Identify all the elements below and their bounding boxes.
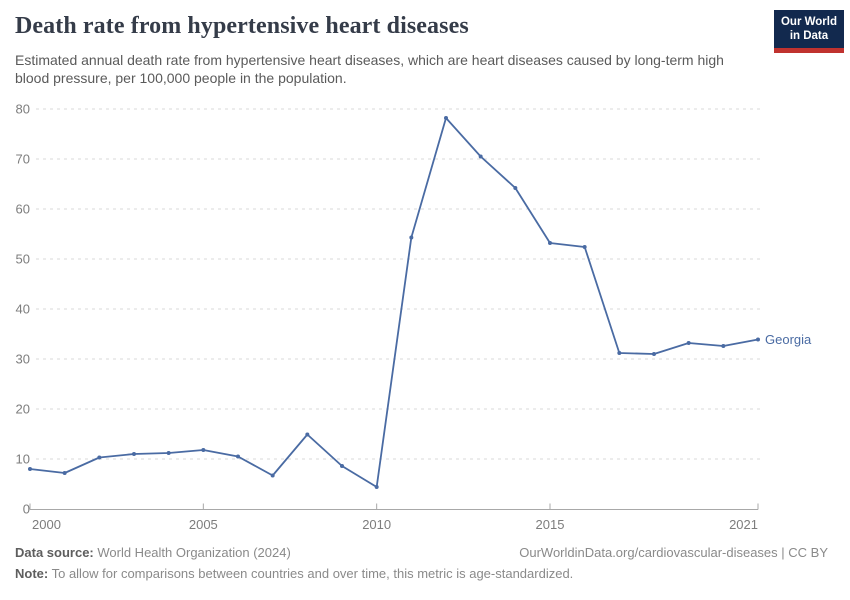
y-tick-label: 50 [16,252,30,267]
x-tick-label: 2021 [729,517,758,532]
x-tick-label: 2005 [189,517,218,532]
x-tick-label: 2015 [536,517,565,532]
data-point[interactable] [409,235,414,240]
y-tick-label: 10 [16,452,30,467]
note-label: Note: [15,566,49,581]
data-point[interactable] [548,241,552,245]
data-point[interactable] [201,448,206,452]
owid-logo-line2: in Data [789,30,829,43]
data-point[interactable] [305,432,310,437]
data-source-line: Data source: World Health Organization (… [15,545,291,560]
data-point[interactable] [166,451,171,455]
chart-footer: Data source: World Health Organization (… [15,545,828,581]
data-point[interactable] [513,186,518,190]
data-point[interactable] [28,467,32,471]
data-source-label: Data source: [15,545,94,560]
y-tick-label: 40 [16,302,30,317]
y-tick-label: 80 [16,102,30,117]
note-text: To allow for comparisons between countri… [48,566,574,581]
y-tick-label: 0 [23,502,30,517]
y-tick-label: 30 [16,352,30,367]
data-point[interactable] [132,452,136,456]
data-point[interactable] [686,341,691,345]
data-point[interactable] [340,464,344,468]
data-point[interactable] [478,154,483,159]
page-title: Death rate from hypertensive heart disea… [15,13,469,39]
data-point[interactable] [270,473,275,478]
data-point[interactable] [62,471,67,475]
y-tick-label: 70 [16,152,30,167]
owid-logo-line1: Our World [780,16,837,28]
series-end-label: Georgia [765,332,812,347]
y-tick-label: 60 [16,202,30,217]
x-tick-label: 2000 [32,517,61,532]
data-line[interactable] [29,117,759,488]
data-point[interactable] [374,485,379,489]
owid-logo[interactable]: Our World in Data [773,10,844,53]
data-point[interactable] [236,454,240,459]
data-point[interactable] [652,352,656,356]
data-point[interactable] [97,455,102,460]
data-source-text: World Health Organization (2024) [93,545,291,560]
data-point[interactable] [617,351,622,355]
note-line: Note: To allow for comparisons between c… [15,566,828,581]
owid-link[interactable]: OurWorldinData.org/cardiovascular-diseas… [519,545,828,560]
data-point[interactable] [582,245,587,249]
chart-subtitle: Estimated annual death rate from hyperte… [15,52,724,87]
data-point[interactable] [756,337,760,342]
data-point[interactable] [444,116,448,120]
data-point[interactable] [721,344,726,348]
x-tick-label: 2010 [362,517,391,532]
y-tick-label: 20 [16,402,30,417]
